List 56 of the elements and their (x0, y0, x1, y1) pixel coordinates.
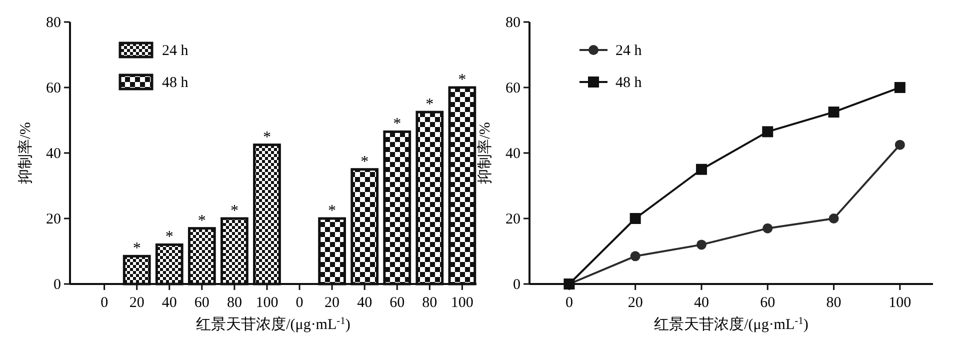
legend-label: 48 h (616, 75, 642, 91)
legend-label: 24 h (616, 43, 642, 59)
point (894, 140, 905, 150)
y-tick-label: 40 (506, 146, 520, 162)
x-tick-label: 0 (565, 295, 573, 311)
x-tick-label: 60 (390, 295, 405, 311)
point (828, 106, 840, 118)
data-label: * (198, 212, 206, 230)
data-label: * (360, 153, 369, 170)
point (696, 240, 706, 250)
y-axis-title: 抑制率/% (17, 122, 34, 184)
y-tick-label: 80 (46, 15, 61, 31)
point (630, 213, 641, 224)
x-axis-title: 红景天苷浓度/(μg·mL$^{-1}$) (654, 316, 808, 333)
y-axis-title: 抑制率/% (476, 122, 494, 184)
point (762, 126, 774, 138)
x-tick-label: 40 (162, 295, 177, 311)
data-label: * (393, 116, 402, 133)
data-label: * (230, 202, 238, 220)
legend-label: 24 h (162, 43, 189, 59)
y-tick-label: 60 (506, 80, 520, 96)
y-tick-label: 80 (506, 15, 520, 31)
x-tick-label: 80 (422, 295, 438, 311)
x-tick-label: 80 (826, 295, 842, 311)
x-axis-title: 红景天苷浓度/(μg·mL$^{-1}$) (196, 316, 350, 333)
y-tick-label: 40 (46, 146, 61, 162)
x-tick-label: 80 (226, 295, 242, 311)
data-label: * (426, 96, 434, 114)
y-tick-label: 0 (513, 277, 520, 293)
data-label: * (328, 202, 336, 220)
point (630, 251, 640, 262)
x-tick-label: 20 (324, 295, 340, 311)
data-label: * (458, 72, 466, 88)
y-tick-label: 0 (54, 277, 61, 293)
data-label: * (262, 128, 271, 146)
x-tick-label: 60 (194, 295, 210, 311)
point (894, 82, 906, 93)
x-tick-label: 20 (129, 295, 144, 311)
x-tick-label: 100 (888, 295, 912, 311)
x-tick-label: 20 (628, 295, 643, 311)
x-tick-label: 0 (100, 295, 108, 311)
y-tick-label: 20 (506, 212, 520, 228)
point (828, 214, 839, 224)
x-tick-label: 100 (256, 295, 278, 311)
y-tick-label: 60 (46, 80, 61, 96)
x-tick-label: 0 (296, 295, 304, 311)
point (696, 164, 707, 175)
x-tick-label: 60 (760, 295, 776, 311)
point (762, 223, 773, 234)
data-label: * (165, 228, 174, 246)
x-tick-label: 100 (450, 295, 474, 311)
data-label: * (132, 240, 141, 258)
legend-label: 48 h (162, 75, 189, 91)
x-tick-label: 40 (357, 295, 372, 311)
x-tick-label: 40 (694, 295, 709, 311)
y-tick-label: 20 (46, 212, 61, 228)
